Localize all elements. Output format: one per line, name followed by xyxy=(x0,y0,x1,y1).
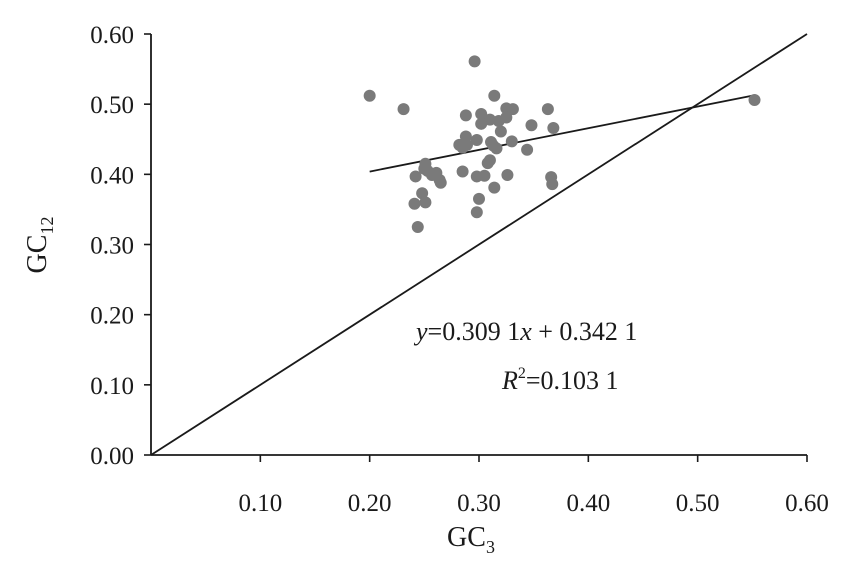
data-point xyxy=(416,187,429,200)
equation-annotation: y=0.309 1x + 0.342 1 xyxy=(413,317,637,346)
x-tick-label: 0.60 xyxy=(785,490,829,517)
data-point xyxy=(475,107,488,120)
data-point xyxy=(501,169,514,182)
data-point xyxy=(505,135,518,148)
data-point xyxy=(481,157,494,170)
data-point xyxy=(473,192,485,205)
x-tick-label: 0.50 xyxy=(676,490,720,517)
data-point xyxy=(490,142,503,155)
y-tick-label: 0.50 xyxy=(90,92,134,119)
data-point xyxy=(488,89,501,102)
data-point xyxy=(470,133,483,146)
data-point xyxy=(397,103,410,116)
data-point xyxy=(500,111,513,124)
y-tick-label: 0.00 xyxy=(90,443,134,470)
data-point xyxy=(506,103,519,116)
data-point xyxy=(488,181,501,194)
data-point xyxy=(408,197,421,210)
x-ticks: 0.10 0.20 0.30 0.40 0.50 0.60 xyxy=(238,455,829,517)
y-tick-label: 0.30 xyxy=(90,233,134,260)
data-point xyxy=(541,103,554,116)
trend-line xyxy=(369,94,755,173)
data-point xyxy=(475,117,488,130)
y-tick-label: 0.10 xyxy=(90,373,134,400)
data-point xyxy=(468,55,481,68)
data-point xyxy=(748,93,761,106)
y-tick-label: 0.20 xyxy=(90,303,134,330)
lines-layer xyxy=(150,33,808,456)
x-tick-label: 0.10 xyxy=(238,490,282,517)
x-axis-title: GC3 xyxy=(447,522,495,557)
reference-line xyxy=(150,33,808,456)
x-tick-label: 0.20 xyxy=(348,490,392,517)
data-point xyxy=(459,109,472,122)
data-point xyxy=(494,125,507,138)
data-point xyxy=(411,220,424,233)
data-point xyxy=(434,176,447,189)
data-point xyxy=(546,178,559,191)
data-point xyxy=(409,170,422,183)
y-tick-label: 0.60 xyxy=(90,22,134,49)
data-point xyxy=(525,119,538,132)
data-point xyxy=(478,169,491,182)
data-point xyxy=(547,122,560,135)
points-layer xyxy=(363,55,761,233)
data-point xyxy=(456,165,469,178)
data-point xyxy=(521,143,534,156)
r-squared-annotation: R2=0.103 1 xyxy=(501,365,619,395)
data-point xyxy=(363,89,376,102)
y-ticks: 0.00 0.10 0.20 0.30 0.40 0.50 0.60 xyxy=(90,22,151,470)
x-tick-label: 0.40 xyxy=(566,490,610,517)
y-axis-title: GC12 xyxy=(22,217,57,274)
x-tick-label: 0.30 xyxy=(457,490,501,517)
data-point xyxy=(460,138,473,151)
y-tick-label: 0.40 xyxy=(90,162,134,189)
data-point xyxy=(419,196,432,209)
data-point xyxy=(470,206,483,219)
